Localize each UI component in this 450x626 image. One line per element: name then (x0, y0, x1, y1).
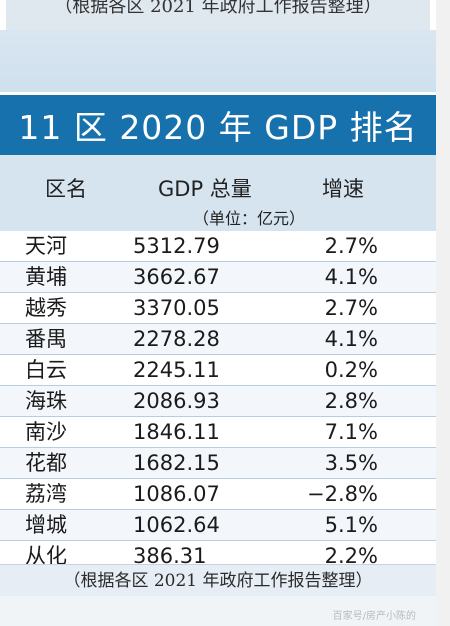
watermark-text: 百家号/房产小陈的 (332, 611, 416, 622)
table-row: 越秀 3370.05 2.7% (0, 293, 436, 324)
district-name: 天河 (25, 234, 67, 258)
title-bar: 11 区 2020 年 GDP 排名 (0, 95, 436, 155)
gdp-value: 2278.28 (133, 327, 220, 351)
header-unit: （单位：亿元） (193, 209, 306, 228)
table-row: 花都 1682.15 3.5% (0, 448, 436, 479)
table-row: 南沙 1846.11 7.1% (0, 417, 436, 448)
gdp-value: 1086.07 (133, 482, 220, 506)
growth-value: 4.1% (324, 265, 378, 289)
district-name: 番禺 (25, 327, 67, 351)
gdp-value: 1682.15 (133, 451, 220, 475)
growth-value: 0.2% (324, 358, 378, 382)
district-name: 增城 (25, 513, 67, 537)
page-title: 11 区 2020 年 GDP 排名 (18, 108, 418, 147)
decorative-band (0, 30, 436, 92)
gdp-value: 1062.64 (133, 513, 220, 537)
gdp-value: 1846.11 (133, 420, 220, 444)
gdp-value: 2086.93 (133, 389, 220, 413)
district-name: 荔湾 (25, 482, 67, 506)
gdp-value: 2245.11 (133, 358, 220, 382)
header-growth: 增速 (322, 177, 364, 201)
growth-value: 2.7% (324, 234, 378, 258)
district-name: 海珠 (25, 389, 67, 413)
district-name: 南沙 (25, 420, 67, 444)
district-name: 花都 (25, 451, 67, 475)
district-name: 越秀 (25, 296, 67, 320)
table-row: 黄埔 3662.67 4.1% (0, 262, 436, 293)
district-name: 黄埔 (25, 265, 67, 289)
gdp-table: 天河 5312.79 2.7% 黄埔 3662.67 4.1% 越秀 3370.… (0, 231, 436, 572)
gdp-value: 3662.67 (133, 265, 220, 289)
table-row: 番禺 2278.28 4.1% (0, 324, 436, 355)
district-name: 白云 (25, 358, 67, 382)
table-row: 天河 5312.79 2.7% (0, 231, 436, 262)
growth-value: 2.7% (324, 296, 378, 320)
table-header: 区名 GDP 总量 增速 （单位：亿元） (0, 155, 436, 231)
bottom-source-note: （根据各区 2021 年政府工作报告整理） (0, 564, 436, 597)
header-district: 区名 (45, 177, 87, 201)
growth-value: 2.8% (324, 389, 378, 413)
right-margin-strip (436, 0, 450, 626)
top-source-note: （根据各区 2021 年政府工作报告整理） (6, 0, 430, 31)
table-row: 增城 1062.64 5.1% (0, 510, 436, 541)
growth-value: −2.8% (307, 482, 378, 506)
gdp-value: 3370.05 (133, 296, 220, 320)
table-row: 荔湾 1086.07 −2.8% (0, 479, 436, 510)
growth-value: 4.1% (324, 327, 378, 351)
gdp-value: 5312.79 (133, 234, 220, 258)
top-source-note-text: （根据各区 2021 年政府工作报告整理） (54, 0, 382, 17)
table-row: 白云 2245.11 0.2% (0, 355, 436, 386)
bottom-band: 百家号/房产小陈的 (0, 596, 436, 626)
growth-value: 5.1% (324, 513, 378, 537)
table-row: 海珠 2086.93 2.8% (0, 386, 436, 417)
growth-value: 7.1% (324, 420, 378, 444)
header-gdp: GDP 总量 (158, 177, 252, 201)
growth-value: 3.5% (324, 451, 378, 475)
